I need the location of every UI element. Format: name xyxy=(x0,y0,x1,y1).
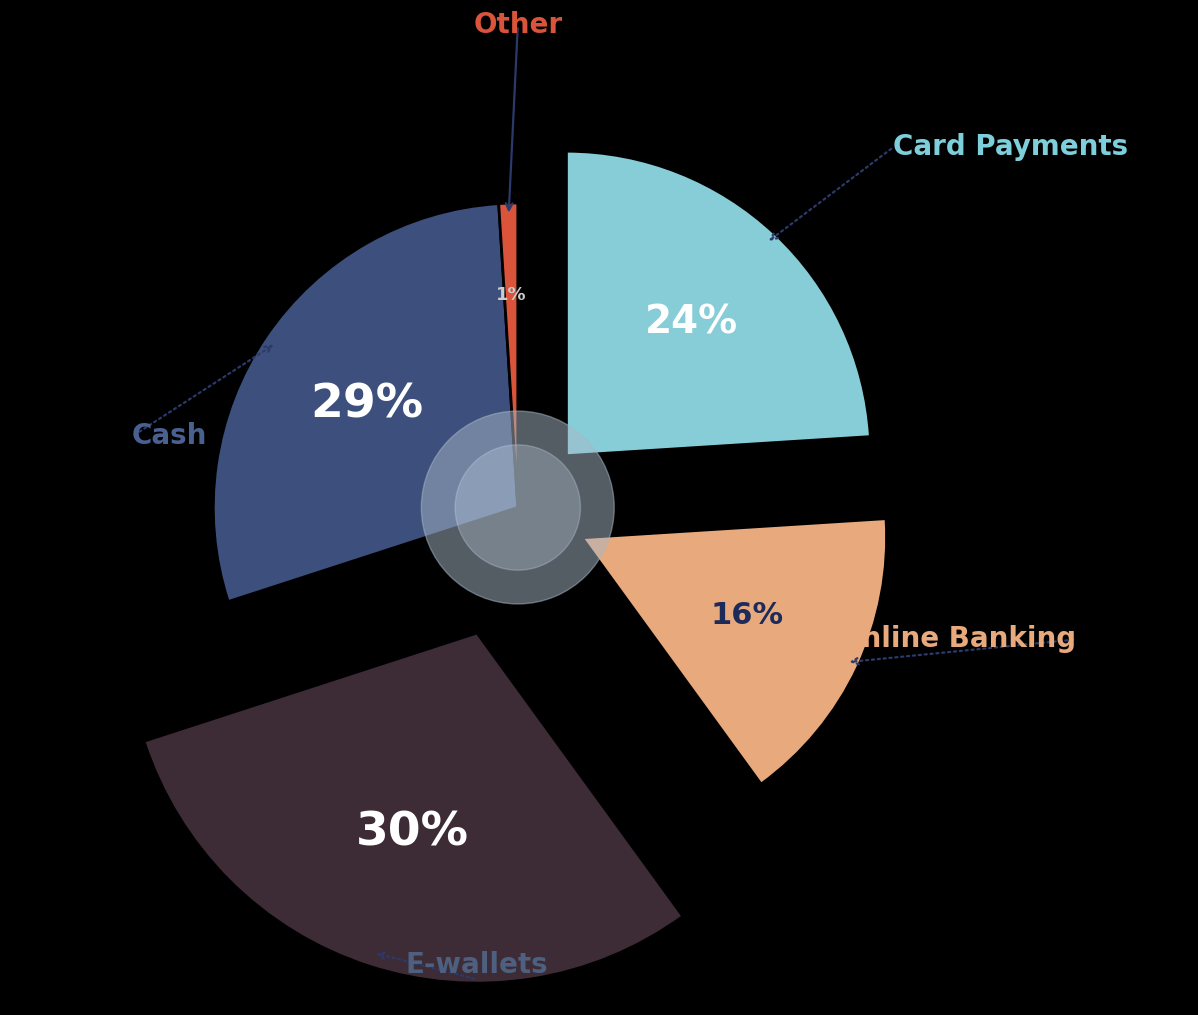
Text: 1%: 1% xyxy=(496,286,526,304)
Text: Other: Other xyxy=(473,11,562,40)
Circle shape xyxy=(455,445,581,570)
Wedge shape xyxy=(498,203,518,508)
Wedge shape xyxy=(144,633,683,984)
Text: 30%: 30% xyxy=(356,810,468,856)
Text: 24%: 24% xyxy=(645,303,738,341)
Wedge shape xyxy=(567,151,870,456)
Text: Card Payments: Card Payments xyxy=(894,133,1129,161)
Wedge shape xyxy=(213,204,518,602)
Text: Online Banking: Online Banking xyxy=(837,625,1076,654)
Text: 29%: 29% xyxy=(310,383,423,427)
Text: E-wallets: E-wallets xyxy=(406,951,549,979)
Text: 16%: 16% xyxy=(710,601,783,630)
Wedge shape xyxy=(582,519,887,785)
Circle shape xyxy=(422,411,615,604)
Text: Cash: Cash xyxy=(132,422,207,451)
